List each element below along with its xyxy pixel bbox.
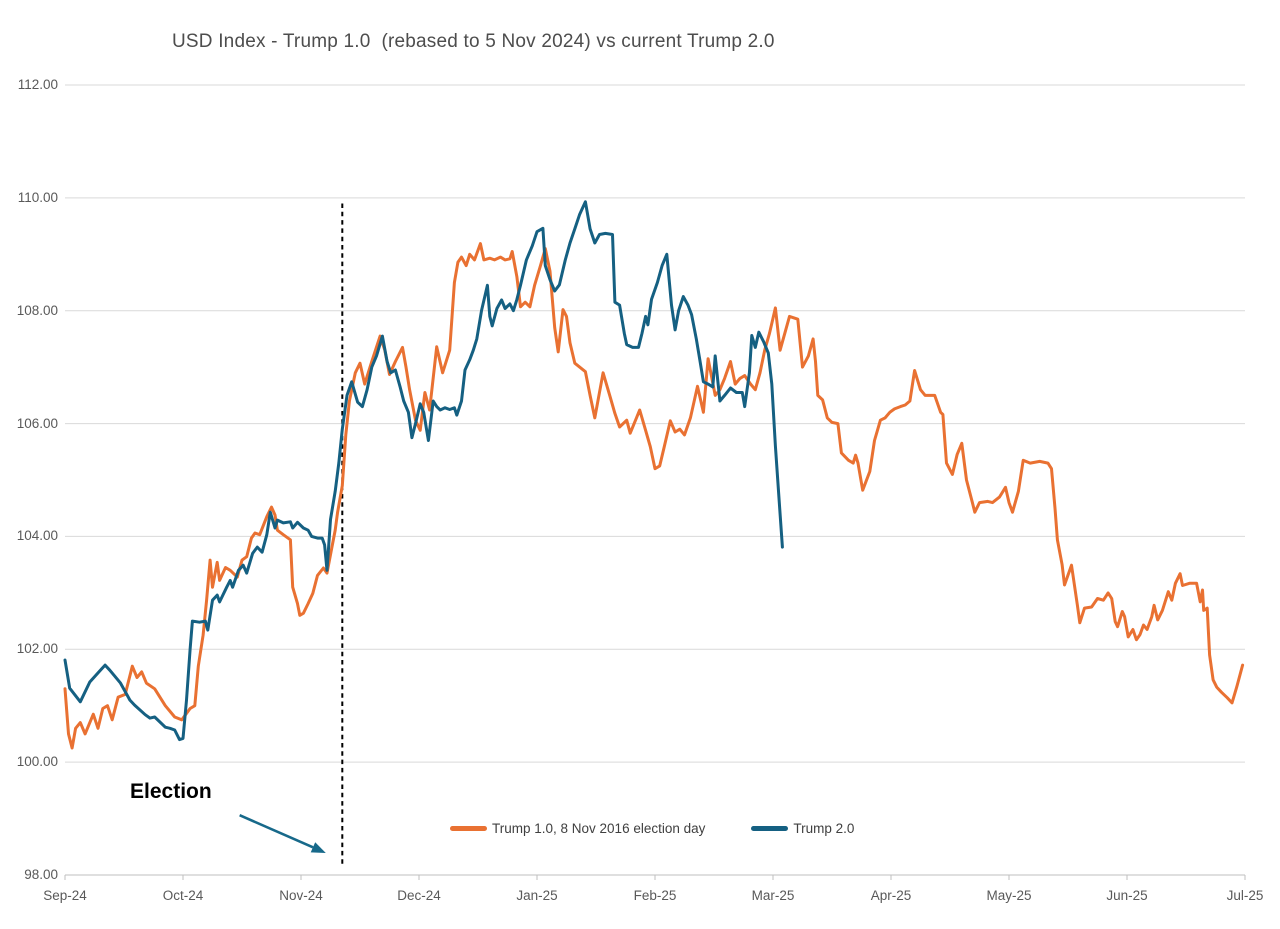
x-axis-label: Oct-24 xyxy=(162,888,204,903)
legend-label-trump1: Trump 1.0, 8 Nov 2016 election day xyxy=(492,821,706,836)
y-axis-label: 106.00 xyxy=(16,415,58,431)
x-axis-label: Nov-24 xyxy=(279,888,323,903)
x-axis-label: Jan-25 xyxy=(516,888,558,903)
election-annotation-label: Election xyxy=(130,780,212,803)
x-axis-label: Apr-25 xyxy=(870,888,912,903)
x-axis-label: Feb-25 xyxy=(633,888,677,903)
legend-label-trump2: Trump 2.0 xyxy=(793,821,855,836)
y-axis-label: 102.00 xyxy=(16,641,58,657)
y-axis-label: 108.00 xyxy=(16,302,58,318)
legend: Trump 1.0, 8 Nov 2016 election day Trump… xyxy=(450,821,854,836)
legend-item-trump2: Trump 2.0 xyxy=(751,821,854,836)
series-line-trump1 xyxy=(63,242,1245,750)
y-axis-label: 104.00 xyxy=(16,528,58,544)
chart-title: USD Index - Trump 1.0 (rebased to 5 Nov … xyxy=(172,31,775,52)
y-axis-label: 98.00 xyxy=(24,867,58,882)
y-axis-label: 110.00 xyxy=(17,189,58,205)
x-axis-label: Mar-25 xyxy=(751,888,795,903)
series-line-trump2 xyxy=(63,200,784,742)
x-axis-label: Jul-25 xyxy=(1226,888,1264,903)
y-axis-label: 112.00 xyxy=(17,77,58,92)
x-axis-label: Jun-25 xyxy=(1106,888,1148,903)
trump2-line-swatch-icon xyxy=(751,826,789,831)
legend-item-trump1: Trump 1.0, 8 Nov 2016 election day xyxy=(450,821,705,836)
x-axis-label: Dec-24 xyxy=(397,888,441,903)
trump1-line-swatch-icon xyxy=(450,826,487,831)
y-axis-label: 100.00 xyxy=(16,754,58,770)
x-axis-label: Sep-24 xyxy=(43,888,87,903)
annotation-arrow-shaft xyxy=(239,813,314,849)
x-axis-label: May-25 xyxy=(986,888,1032,903)
annotation-arrow-head-icon xyxy=(310,842,326,853)
